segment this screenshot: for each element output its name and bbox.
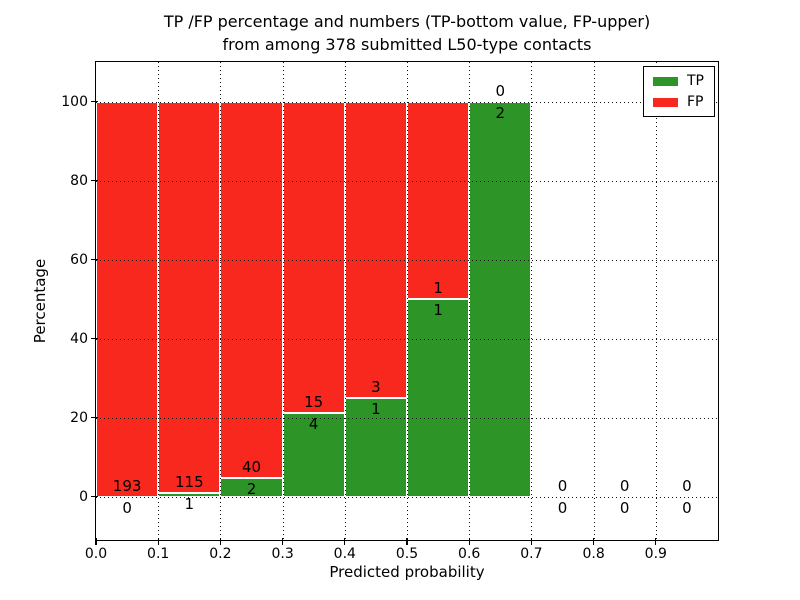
gridline-vertical-0.4: [344, 62, 346, 540]
x-tick-label-0.7: 0.7: [520, 546, 543, 562]
y-tick-0: [91, 495, 98, 498]
y-tick-label-100: 100: [61, 93, 88, 110]
bar-fp-segment-5: [407, 101, 470, 300]
fp-count-label-1: 115: [174, 473, 204, 492]
fp-count-label-6: 0: [495, 81, 506, 100]
gridline-vertical-0.1: [158, 62, 160, 540]
x-tick-0.9: [655, 538, 657, 545]
tp-count-label-0: 0: [122, 498, 132, 517]
x-tick-0.2: [219, 538, 222, 545]
tp-legend-label: TP: [687, 73, 704, 89]
bar-fp-segment-4: [344, 101, 407, 398]
tp-count-label-6: 2: [495, 103, 506, 122]
x-tick-0.4: [344, 538, 346, 545]
y-tick-label-20: 20: [70, 409, 88, 426]
y-tick-80: [91, 179, 98, 182]
gridline-vertical-0.2: [220, 62, 222, 540]
tp-count-label-5: 1: [433, 301, 443, 320]
chart-title: TP /FP percentage and numbers (TP-bottom…: [96, 10, 718, 56]
y-tick-20: [91, 416, 98, 419]
x-tick-0.6: [468, 538, 470, 545]
gridline-vertical-0.3: [282, 62, 284, 540]
fp-count-label-3: 15: [304, 393, 324, 412]
fp-count-label-4: 3: [371, 377, 381, 396]
fp-count-label-5: 1: [433, 279, 443, 298]
tp-count-label-9: 0: [682, 498, 692, 517]
y-tick-40: [91, 337, 98, 340]
fp-swatch-icon: [653, 97, 678, 107]
bar-tp-segment-5: [407, 299, 470, 497]
chart-title-line1: TP /FP percentage and numbers (TP-bottom…: [163, 12, 651, 31]
tp-count-label-1: 1: [184, 495, 195, 514]
x-tick-label-0.6: 0.6: [458, 546, 481, 562]
y-tick-label-0: 0: [79, 488, 88, 505]
x-tick-label-0.4: 0.4: [333, 546, 356, 562]
x-axis-label: Predicted probability: [329, 563, 485, 581]
fp-count-label-0: 193: [112, 476, 142, 495]
tp-swatch-icon: [653, 76, 678, 86]
gridline-vertical-0.5: [407, 62, 408, 540]
gridline-vertical-0.6: [469, 62, 471, 540]
x-tick-0.5: [406, 538, 408, 545]
fp-count-label-9: 0: [682, 476, 692, 495]
x-tick-label-0.3: 0.3: [271, 546, 294, 562]
y-tick-100: [91, 100, 98, 103]
y-tick-60: [91, 258, 98, 261]
bar-tp-segment-6: [469, 101, 532, 497]
bar-tp-segment-4: [344, 397, 407, 497]
tp-count-label-2: 2: [246, 479, 257, 498]
x-tick-label-0.8: 0.8: [582, 546, 605, 562]
x-tick-0.7: [530, 538, 533, 545]
gridline-vertical-0.7: [531, 62, 533, 540]
bar-fp-segment-1: [158, 101, 221, 494]
x-tick-label-0.2: 0.2: [209, 546, 232, 562]
chart-title-line2: from among 378 submitted L50-type contac…: [222, 35, 592, 54]
x-tick-0.3: [281, 538, 284, 545]
tp-count-label-3: 4: [308, 415, 319, 434]
y-tick-label-80: 80: [70, 172, 88, 189]
bar-tp-segment-3: [282, 413, 345, 497]
fp-count-label-8: 0: [619, 476, 630, 495]
x-tick-label-0.0: 0.0: [84, 546, 108, 562]
bar-fp-segment-3: [282, 101, 345, 414]
gridline-vertical-0.8: [593, 62, 595, 540]
legend: TP FP: [643, 66, 715, 117]
fp-count-label-7: 0: [557, 476, 568, 495]
tp-count-label-8: 0: [619, 498, 630, 517]
fp-count-label-2: 40: [241, 457, 262, 476]
bar-fp-segment-0: [96, 101, 159, 497]
tp-count-label-4: 1: [371, 399, 381, 418]
y-tick-label-40: 40: [70, 330, 88, 347]
y-tick-label-60: 60: [70, 251, 88, 268]
plot-area: 193 0 115 1 40 2 15 4 3 1 1 1 0 2 0 0 0 0 0 0: [96, 62, 718, 540]
fp-legend-label: FP: [687, 94, 704, 110]
legend-item-fp: FP: [653, 95, 704, 109]
gridline-vertical-0.9: [655, 62, 657, 540]
x-tick-label-0.9: 0.9: [644, 546, 667, 562]
bar-fp-segment-2: [220, 101, 283, 478]
legend-item-tp: TP: [653, 74, 704, 88]
x-tick-0.0: [95, 538, 97, 545]
tp-count-label-7: 0: [557, 498, 568, 517]
x-tick-label-0.1: 0.1: [147, 546, 170, 562]
x-tick-0.8: [592, 538, 595, 545]
x-tick-label-0.5: 0.5: [395, 546, 419, 562]
x-tick-0.1: [157, 538, 159, 545]
